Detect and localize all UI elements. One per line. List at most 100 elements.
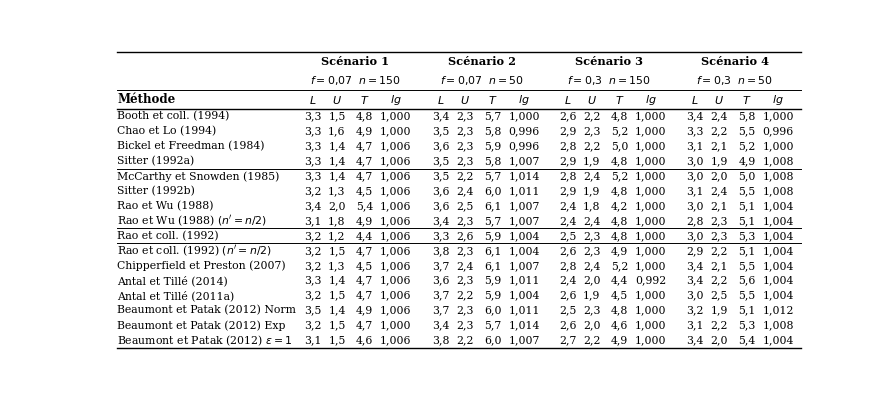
Text: 1,000: 1,000 (635, 127, 667, 137)
Text: Méthode: Méthode (117, 93, 175, 106)
Text: Antal et Tillé (2014): Antal et Tillé (2014) (117, 275, 228, 286)
Text: 5,6: 5,6 (738, 276, 755, 286)
Text: 3,4: 3,4 (687, 335, 704, 345)
Text: 1,4: 1,4 (328, 156, 346, 166)
Text: 3,0: 3,0 (687, 156, 704, 166)
Text: 1,006: 1,006 (380, 291, 411, 301)
Text: 1,006: 1,006 (380, 186, 411, 196)
Text: $f=0{,}07\ \ n=150$: $f=0{,}07\ \ n=150$ (309, 74, 401, 87)
Text: 2,3: 2,3 (583, 127, 601, 137)
Text: 5,1: 5,1 (738, 216, 755, 226)
Text: 1,004: 1,004 (763, 246, 794, 256)
Text: 2,2: 2,2 (711, 246, 728, 256)
Text: 5,7: 5,7 (485, 216, 502, 226)
Text: 1,9: 1,9 (583, 291, 601, 301)
Text: 2,2: 2,2 (456, 171, 474, 181)
Text: Scénario 2: Scénario 2 (449, 56, 517, 67)
Text: 1,004: 1,004 (763, 216, 794, 226)
Text: 4,8: 4,8 (611, 156, 628, 166)
Text: 4,8: 4,8 (611, 216, 628, 226)
Text: $lg$: $lg$ (519, 93, 530, 107)
Text: 1,000: 1,000 (635, 201, 667, 211)
Text: 1,006: 1,006 (380, 156, 411, 166)
Text: $T$: $T$ (615, 94, 624, 106)
Text: 3,4: 3,4 (687, 261, 704, 271)
Text: 3,3: 3,3 (432, 231, 450, 241)
Text: 0,996: 0,996 (763, 127, 794, 137)
Text: 0,992: 0,992 (635, 276, 666, 286)
Text: 3,2: 3,2 (304, 320, 322, 330)
Text: 1,011: 1,011 (509, 276, 540, 286)
Text: 6,0: 6,0 (484, 335, 502, 345)
Text: 4,7: 4,7 (356, 291, 374, 301)
Text: 3,3: 3,3 (304, 171, 322, 181)
Text: 3,8: 3,8 (432, 335, 450, 345)
Text: 4,9: 4,9 (356, 306, 374, 316)
Text: 5,8: 5,8 (485, 127, 502, 137)
Text: 3,3: 3,3 (304, 127, 322, 137)
Text: 3,0: 3,0 (687, 171, 704, 181)
Text: 2,6: 2,6 (559, 320, 577, 330)
Text: 4,7: 4,7 (356, 156, 374, 166)
Text: 4,2: 4,2 (611, 201, 628, 211)
Text: 2,4: 2,4 (559, 201, 577, 211)
Text: 2,3: 2,3 (456, 141, 474, 151)
Text: 5,9: 5,9 (485, 231, 502, 241)
Text: 3,2: 3,2 (687, 306, 704, 316)
Text: 2,5: 2,5 (559, 306, 577, 316)
Text: 5,7: 5,7 (485, 320, 502, 330)
Text: 1,000: 1,000 (635, 156, 667, 166)
Text: Sitter (1992a): Sitter (1992a) (117, 156, 195, 166)
Text: Chipperfield et Preston (2007): Chipperfield et Preston (2007) (117, 260, 286, 271)
Text: 2,8: 2,8 (687, 216, 704, 226)
Text: $lg$: $lg$ (772, 93, 784, 107)
Text: 1,006: 1,006 (380, 261, 411, 271)
Text: 3,4: 3,4 (432, 320, 450, 330)
Text: 4,7: 4,7 (356, 246, 374, 256)
Text: 3,4: 3,4 (432, 216, 450, 226)
Text: 2,0: 2,0 (328, 201, 346, 211)
Text: 0,996: 0,996 (509, 127, 540, 137)
Text: 2,4: 2,4 (711, 186, 728, 196)
Text: Antal et Tillé (2011a): Antal et Tillé (2011a) (117, 290, 234, 301)
Text: 1,5: 1,5 (328, 112, 346, 121)
Text: 3,5: 3,5 (432, 156, 450, 166)
Text: 1,000: 1,000 (635, 186, 667, 196)
Text: $U$: $U$ (332, 94, 342, 106)
Text: 1,2: 1,2 (328, 231, 346, 241)
Text: 4,7: 4,7 (356, 141, 374, 151)
Text: 3,2: 3,2 (304, 231, 322, 241)
Text: 1,000: 1,000 (635, 141, 667, 151)
Text: 4,9: 4,9 (356, 127, 374, 137)
Text: 3,4: 3,4 (304, 201, 321, 211)
Text: 5,5: 5,5 (738, 291, 755, 301)
Text: 2,6: 2,6 (559, 112, 577, 121)
Text: 1,000: 1,000 (763, 112, 794, 121)
Text: 3,0: 3,0 (687, 231, 704, 241)
Text: 3,5: 3,5 (432, 171, 450, 181)
Text: 1,8: 1,8 (583, 201, 601, 211)
Text: 2,4: 2,4 (583, 261, 601, 271)
Text: 1,5: 1,5 (328, 246, 346, 256)
Text: 4,8: 4,8 (611, 231, 628, 241)
Text: 4,7: 4,7 (356, 276, 374, 286)
Text: 3,7: 3,7 (432, 261, 450, 271)
Text: 1,4: 1,4 (328, 306, 346, 316)
Text: 2,2: 2,2 (711, 127, 728, 137)
Text: $T$: $T$ (742, 94, 752, 106)
Text: 1,6: 1,6 (328, 127, 346, 137)
Text: 1,007: 1,007 (509, 216, 540, 226)
Text: 3,6: 3,6 (432, 201, 450, 211)
Text: 2,3: 2,3 (583, 231, 601, 241)
Text: $U$: $U$ (587, 94, 597, 106)
Text: $L$: $L$ (437, 94, 444, 106)
Text: 2,5: 2,5 (457, 201, 474, 211)
Text: 2,3: 2,3 (456, 320, 474, 330)
Text: 1,000: 1,000 (635, 231, 667, 241)
Text: 2,5: 2,5 (711, 291, 728, 301)
Text: 1,000: 1,000 (380, 127, 411, 137)
Text: 1,007: 1,007 (509, 261, 540, 271)
Text: 2,4: 2,4 (559, 276, 577, 286)
Text: 1,004: 1,004 (509, 246, 540, 256)
Text: 1,011: 1,011 (509, 186, 540, 196)
